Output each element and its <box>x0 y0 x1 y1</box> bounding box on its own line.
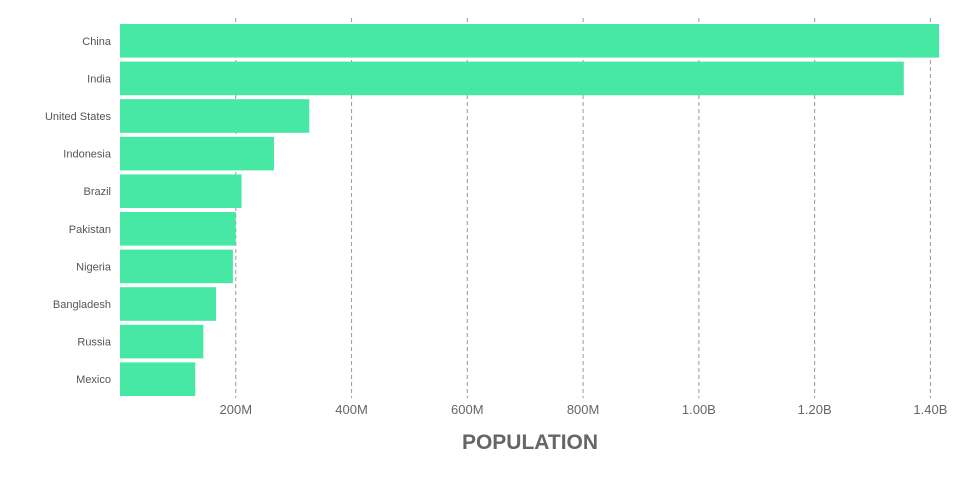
x-axis-title: POPULATION <box>462 431 598 454</box>
category-label: Brazil <box>83 186 111 198</box>
x-tick-labels: 200M 400M 600M 800M 1.00B 1.20B 1.40B <box>220 402 948 417</box>
bars <box>120 24 940 396</box>
category-label: United States <box>45 111 112 123</box>
x-tick-label: 200M <box>220 402 253 417</box>
category-label: Russia <box>77 337 112 349</box>
bar[interactable] <box>120 136 274 171</box>
bar[interactable] <box>120 324 204 359</box>
bar[interactable] <box>120 249 233 284</box>
category-label: China <box>82 36 112 48</box>
category-label: Mexico <box>76 374 111 386</box>
bar[interactable] <box>120 287 217 321</box>
x-tick-label: 1.00B <box>682 402 716 417</box>
bar[interactable] <box>120 174 242 208</box>
category-label: India <box>87 73 112 85</box>
x-tick-label: 800M <box>567 402 600 417</box>
bar[interactable] <box>120 212 236 246</box>
x-tick-label: 1.40B <box>913 402 947 417</box>
category-label: Bangladesh <box>53 299 111 311</box>
bar[interactable] <box>120 99 310 133</box>
category-labels: China India United States Indonesia Brazil Pa… <box>45 36 112 386</box>
bar[interactable] <box>120 61 904 96</box>
category-label: Pakistan <box>69 224 111 236</box>
category-label: Indonesia <box>63 149 112 161</box>
category-label: Nigeria <box>76 261 112 273</box>
bar[interactable] <box>120 24 940 58</box>
x-tick-label: 400M <box>335 402 368 417</box>
bar[interactable] <box>120 362 196 396</box>
x-tick-label: 1.20B <box>798 402 832 417</box>
x-tick-label: 600M <box>451 402 484 417</box>
